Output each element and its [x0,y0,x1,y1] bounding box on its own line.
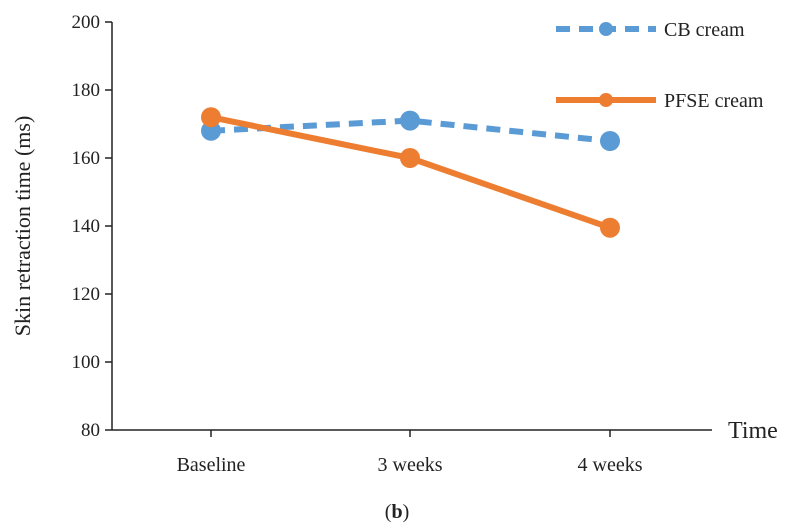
data-point-cb-cream [600,131,620,151]
data-point-pfse-cream [400,148,420,168]
legend-swatch-marker [599,22,613,36]
x-ticks: Baseline 3 weeks 4 weeks [177,430,643,476]
y-tick-label: 180 [72,80,101,101]
data-point-cb-cream [400,110,420,131]
y-tick-label: 120 [72,284,101,305]
axes [111,22,712,431]
x-tick-label: 4 weeks [578,454,643,476]
y-axis-label: Skin retraction time (ms) [10,116,35,337]
legend-swatch-marker [599,93,613,107]
x-axis-label: Time [728,418,778,444]
caption-close-paren: ) [403,501,410,523]
figure-caption: (b) [385,501,409,523]
y-tick-label: 100 [72,352,101,373]
legend-label: PFSE cream [664,90,764,112]
legend-item-pfse-cream: PFSE cream [556,90,764,112]
legend: CB cream PFSE cream [556,19,764,112]
y-tick-label: 140 [72,216,101,237]
series-line-pfse-cream [210,114,611,231]
x-tick-label: 3 weeks [378,454,443,476]
caption-letter: b [391,501,402,523]
data-point-pfse-cream [600,217,620,238]
series-pfse-cream [201,107,620,238]
series-lines [201,107,620,238]
legend-label: CB cream [664,19,745,41]
y-tick-label: 80 [81,420,100,441]
x-tick-label: Baseline [177,454,246,476]
series-line-cb-cream [210,117,611,144]
y-tick-label: 200 [72,12,101,33]
y-tick-label: 160 [72,148,101,169]
legend-item-cb-cream: CB cream [556,19,745,41]
y-ticks: 80 100 120 140 160 180 200 [72,12,112,441]
caption-open-paren: ( [385,501,392,523]
data-point-pfse-cream [201,107,221,128]
